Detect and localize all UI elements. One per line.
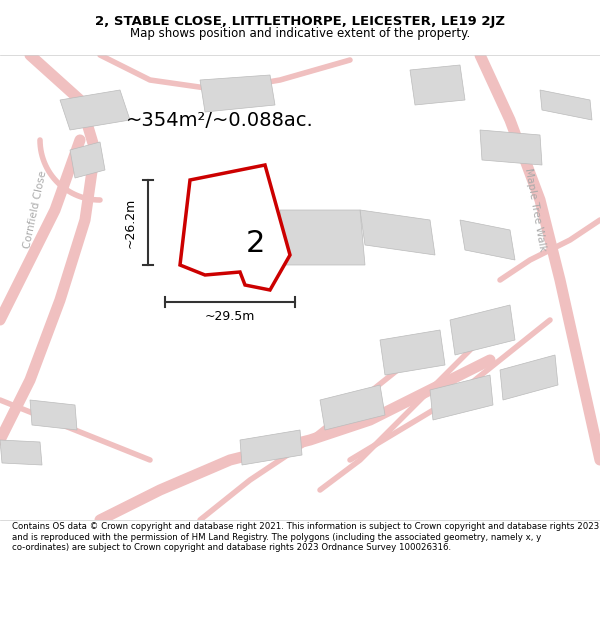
Text: ~29.5m: ~29.5m [205, 309, 255, 322]
Polygon shape [180, 165, 290, 290]
Polygon shape [380, 330, 445, 375]
Polygon shape [200, 75, 275, 112]
Polygon shape [410, 65, 465, 105]
Polygon shape [540, 90, 592, 120]
Text: Maple Tree Walk: Maple Tree Walk [523, 168, 547, 252]
Text: Map shows position and indicative extent of the property.: Map shows position and indicative extent… [130, 27, 470, 39]
Polygon shape [70, 142, 105, 178]
Text: ~354m²/~0.088ac.: ~354m²/~0.088ac. [126, 111, 314, 129]
Polygon shape [430, 375, 493, 420]
Text: Cornfield Close: Cornfield Close [22, 170, 48, 250]
Text: 2: 2 [246, 229, 265, 258]
Text: ~26.2m: ~26.2m [124, 198, 137, 248]
Polygon shape [480, 130, 542, 165]
Polygon shape [460, 220, 515, 260]
Polygon shape [450, 305, 515, 355]
Polygon shape [30, 400, 77, 430]
Polygon shape [240, 430, 302, 465]
Polygon shape [280, 210, 365, 265]
Polygon shape [320, 385, 385, 430]
Polygon shape [60, 90, 130, 130]
Polygon shape [360, 210, 435, 255]
Text: Contains OS data © Crown copyright and database right 2021. This information is : Contains OS data © Crown copyright and d… [12, 522, 599, 552]
Polygon shape [500, 355, 558, 400]
Text: 2, STABLE CLOSE, LITTLETHORPE, LEICESTER, LE19 2JZ: 2, STABLE CLOSE, LITTLETHORPE, LEICESTER… [95, 16, 505, 28]
Polygon shape [0, 440, 42, 465]
